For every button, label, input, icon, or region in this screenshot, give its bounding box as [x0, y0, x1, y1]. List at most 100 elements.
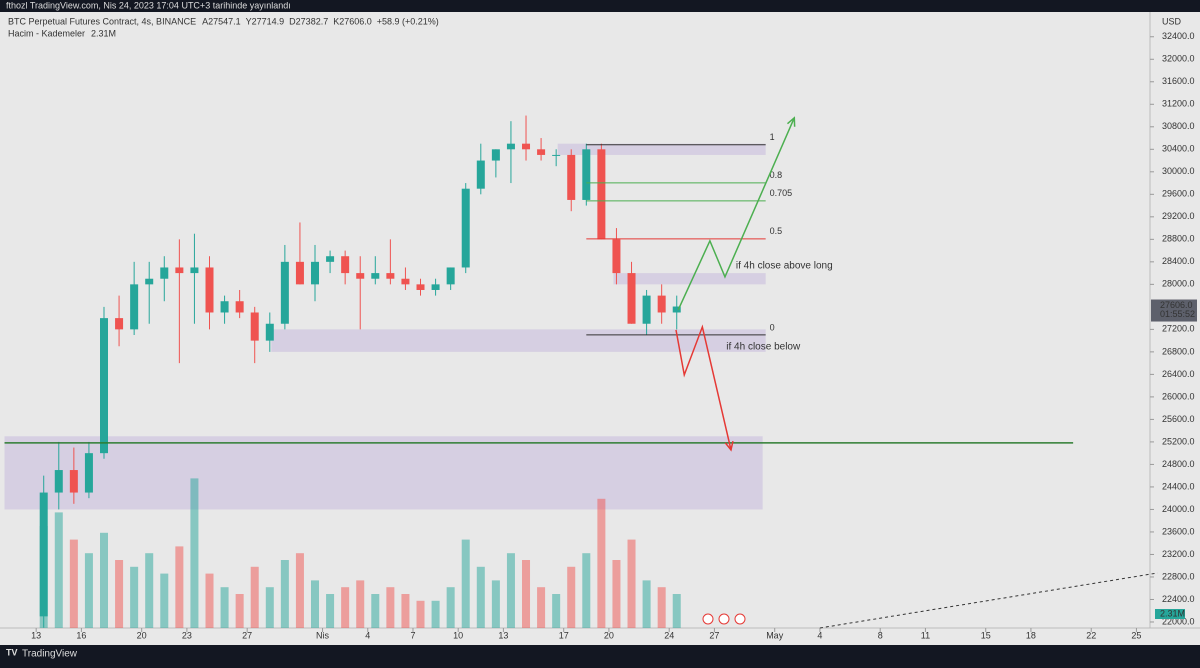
candle-body	[597, 149, 606, 240]
scenario-path	[677, 117, 795, 311]
candle-body	[612, 239, 621, 274]
candle-body	[54, 470, 63, 493]
volume-bar	[54, 512, 63, 628]
candle-body	[175, 267, 184, 274]
candle-body	[265, 323, 274, 341]
volume-bar	[160, 573, 169, 628]
fib-label: 0.705	[770, 188, 793, 198]
countdown: 01:55:52	[1160, 309, 1195, 319]
fib-label: 0	[770, 322, 775, 332]
y-tick-label: 30000.0	[1162, 166, 1195, 176]
y-tick-label: 25600.0	[1162, 414, 1195, 424]
y-tick-label: 31600.0	[1162, 76, 1195, 86]
arrow-head	[786, 116, 796, 127]
volume-title: Hacim - Kademeler	[8, 28, 85, 38]
y-tick-label: 31200.0	[1162, 99, 1195, 109]
candle-body	[446, 267, 455, 285]
currency: USD	[1162, 16, 1182, 26]
logo: TV	[6, 647, 18, 657]
x-tick-label: May	[766, 630, 784, 640]
brand: TradingView	[22, 649, 78, 660]
volume-bar	[567, 566, 576, 628]
candle-body	[567, 154, 576, 200]
zone	[557, 143, 766, 155]
candle-body	[356, 273, 365, 279]
volume-bar	[582, 553, 591, 628]
candle-body	[69, 470, 78, 493]
candle-body	[642, 295, 651, 324]
y-tick-label: 22000.0	[1162, 616, 1195, 626]
y-tick-label: 24400.0	[1162, 481, 1195, 491]
x-tick-label: 25	[1131, 630, 1141, 640]
volume-bar	[235, 594, 244, 628]
volume-bar	[115, 560, 124, 628]
y-tick-label: 23600.0	[1162, 526, 1195, 536]
bottom-bar	[0, 645, 1200, 663]
candle-body	[506, 143, 515, 150]
candle-body	[371, 273, 380, 279]
candle-body	[84, 453, 93, 493]
volume-bar	[145, 553, 154, 628]
volume-bar	[99, 532, 108, 628]
y-tick-label: 23200.0	[1162, 549, 1195, 559]
y-tick-label: 24800.0	[1162, 459, 1195, 469]
x-tick-label: 8	[878, 630, 883, 640]
volume-bar	[356, 580, 365, 628]
x-tick-label: 16	[76, 630, 86, 640]
candle-body	[39, 492, 48, 617]
volume-bar	[401, 594, 410, 628]
volume-bar	[612, 560, 621, 628]
x-tick-label: Nis	[316, 630, 329, 640]
ohlc-value: D27382.7	[289, 16, 328, 26]
y-tick-label: 25200.0	[1162, 436, 1195, 446]
volume-tag-label: 2.31M	[1160, 608, 1185, 618]
symbol: BTC Perpetual Futures Contract, 4s, BINA…	[8, 16, 196, 26]
ohlc-value: K27606.0	[333, 16, 372, 26]
y-tick-label: 24000.0	[1162, 504, 1195, 514]
candle-body	[672, 306, 681, 313]
volume-bar	[371, 594, 380, 628]
x-tick-label: 7	[410, 630, 415, 640]
x-tick-label: 23	[182, 630, 192, 640]
scenario-label: if 4h close below	[726, 342, 801, 353]
volume-bar	[175, 546, 184, 628]
volume-bar	[190, 478, 199, 628]
candle-body	[537, 149, 546, 155]
volume-bar	[220, 587, 229, 628]
volume-bar	[280, 560, 289, 628]
volume-bar	[295, 553, 304, 628]
arrow-head	[724, 440, 734, 452]
volume-bar	[326, 594, 335, 628]
volume-bar	[341, 587, 350, 628]
ohlc-value: +58.9 (+0.21%)	[377, 16, 439, 26]
y-tick-label: 22800.0	[1162, 571, 1195, 581]
candle-body	[99, 318, 108, 454]
y-tick-label: 29200.0	[1162, 211, 1195, 221]
candle-body	[461, 188, 470, 268]
x-tick-label: 17	[559, 630, 569, 640]
x-tick-label: 27	[709, 630, 719, 640]
volume-bar	[642, 580, 651, 628]
candle-body	[401, 278, 410, 285]
candle-body	[491, 149, 500, 161]
flags	[702, 613, 746, 625]
candle-body	[552, 154, 561, 156]
y-tick-label: 22400.0	[1162, 594, 1195, 604]
volume-bar	[446, 587, 455, 628]
x-tick-label: 27	[242, 630, 252, 640]
ohlc-value: Y27714.9	[246, 16, 285, 26]
y-tick-label: 29600.0	[1162, 189, 1195, 199]
volume-tag	[1155, 609, 1185, 619]
volume-bar	[250, 566, 259, 628]
candle-body	[627, 273, 636, 324]
volume-bar	[461, 539, 470, 628]
x-tick-label: 22	[1086, 630, 1096, 640]
candle-body	[280, 261, 289, 324]
volume-bar	[537, 587, 546, 628]
volume-bar	[265, 587, 274, 628]
y-tick-label: 32400.0	[1162, 31, 1195, 41]
volume-bar	[386, 587, 395, 628]
candle-body	[145, 278, 154, 285]
